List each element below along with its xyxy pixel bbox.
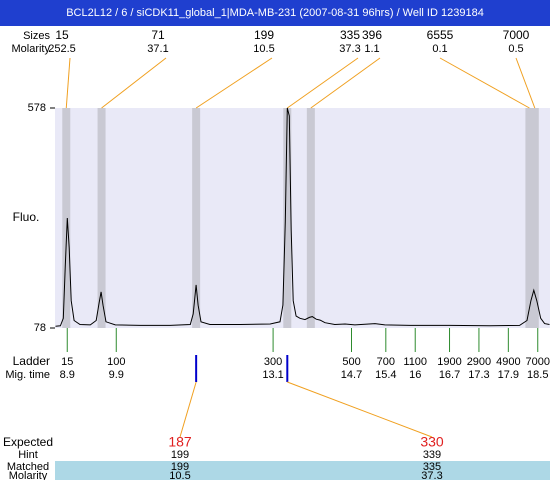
- plot-background: [55, 108, 550, 328]
- ladder-row-label: Ladder: [13, 354, 50, 368]
- peak-size: 15: [55, 28, 69, 42]
- mig-time: 14.7: [341, 369, 362, 381]
- mig-time: 9.9: [109, 369, 124, 381]
- peak-molarity: 1.1: [364, 43, 379, 55]
- peak-molarity: 0.1: [432, 43, 447, 55]
- matched-row-band: [55, 461, 550, 480]
- peak-molarity: 252.5: [48, 43, 76, 55]
- peak-connector: [439, 57, 530, 109]
- peak-band: [192, 108, 201, 328]
- mig-time: 16.7: [439, 369, 460, 381]
- y-tick-label: 78: [34, 322, 46, 334]
- peak-size: 7000: [503, 28, 530, 42]
- peak-size: 71: [151, 28, 165, 42]
- peak-band: [306, 108, 315, 328]
- peak-connector: [287, 57, 359, 109]
- peak-connector: [515, 57, 536, 109]
- ladder-size: 15: [61, 356, 73, 368]
- ladder-size: 500: [342, 356, 360, 368]
- matched-value: 199: [171, 461, 189, 473]
- chart-title: BCL2L12 / 6 / siCDK11_global_1|MDA-MB-23…: [66, 7, 484, 19]
- mig-time: 16: [409, 369, 421, 381]
- expected-row-label: Expected: [3, 435, 53, 449]
- peak-connector: [195, 57, 273, 109]
- ladder-size: 300: [264, 356, 282, 368]
- matched-value: 335: [423, 461, 441, 473]
- mig-time: 8.9: [60, 369, 75, 381]
- hint-value: 339: [423, 449, 441, 461]
- y-tick-label: 578: [28, 102, 46, 114]
- peak-molarity: 10.5: [253, 43, 274, 55]
- peak-connector: [65, 57, 71, 109]
- mig-time: 17.3: [468, 369, 489, 381]
- trace: [55, 107, 550, 327]
- peak-size: 6555: [427, 28, 454, 42]
- expected-connector: [179, 381, 197, 438]
- ladder-size: 1100: [403, 356, 427, 368]
- expected-value: 187: [168, 434, 192, 450]
- peak-size-row-label: Sizes: [23, 30, 50, 42]
- expected-molarity: 37.3: [421, 470, 442, 480]
- ladder-size: 1900: [437, 356, 461, 368]
- expected-molarity: 10.5: [169, 470, 190, 480]
- peak-band: [525, 108, 534, 328]
- peak-molarity: 37.1: [147, 43, 168, 55]
- peak-molarity: 0.5: [508, 43, 523, 55]
- peak-size: 199: [254, 28, 274, 42]
- hint-value: 199: [171, 449, 189, 461]
- peak-connector: [310, 57, 381, 109]
- ladder-size: 100: [107, 356, 125, 368]
- peak-band: [283, 108, 292, 328]
- mig-time: 13.1: [262, 369, 283, 381]
- mig-time: 17.9: [498, 369, 519, 381]
- peak-size: 396: [362, 28, 382, 42]
- expected-row-label: Hint: [18, 449, 38, 461]
- expected-connector: [287, 381, 433, 438]
- peak-size: 335: [340, 28, 360, 42]
- peak-molarity: 37.3: [339, 43, 360, 55]
- ladder-size: 4900: [496, 356, 520, 368]
- expected-row-label: Matched: [7, 461, 49, 473]
- ladder-size: 7000: [526, 356, 550, 368]
- peak-connector: [101, 57, 167, 109]
- expected-value: 330: [420, 434, 444, 450]
- ladder-size: 2900: [467, 356, 491, 368]
- expected-row-label: Molarity: [9, 470, 48, 480]
- title-bar: [0, 0, 550, 26]
- peak-band: [97, 108, 106, 328]
- peak-molarity-row-label: Molarity: [11, 43, 50, 55]
- peak-band: [530, 108, 539, 328]
- y-axis-label: Fluo.: [13, 210, 40, 224]
- mig-time: 18.5: [527, 369, 548, 381]
- mig-time-row-label: Mig. time: [5, 369, 50, 381]
- ladder-size: 700: [377, 356, 395, 368]
- mig-time: 15.4: [375, 369, 396, 381]
- peak-band: [62, 108, 71, 328]
